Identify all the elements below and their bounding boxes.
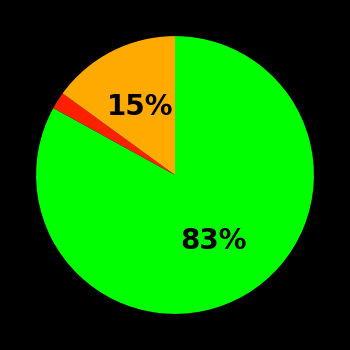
Wedge shape <box>63 36 175 175</box>
Wedge shape <box>36 36 314 314</box>
Text: 15%: 15% <box>107 93 174 121</box>
Wedge shape <box>53 93 175 175</box>
Text: 83%: 83% <box>181 227 247 255</box>
